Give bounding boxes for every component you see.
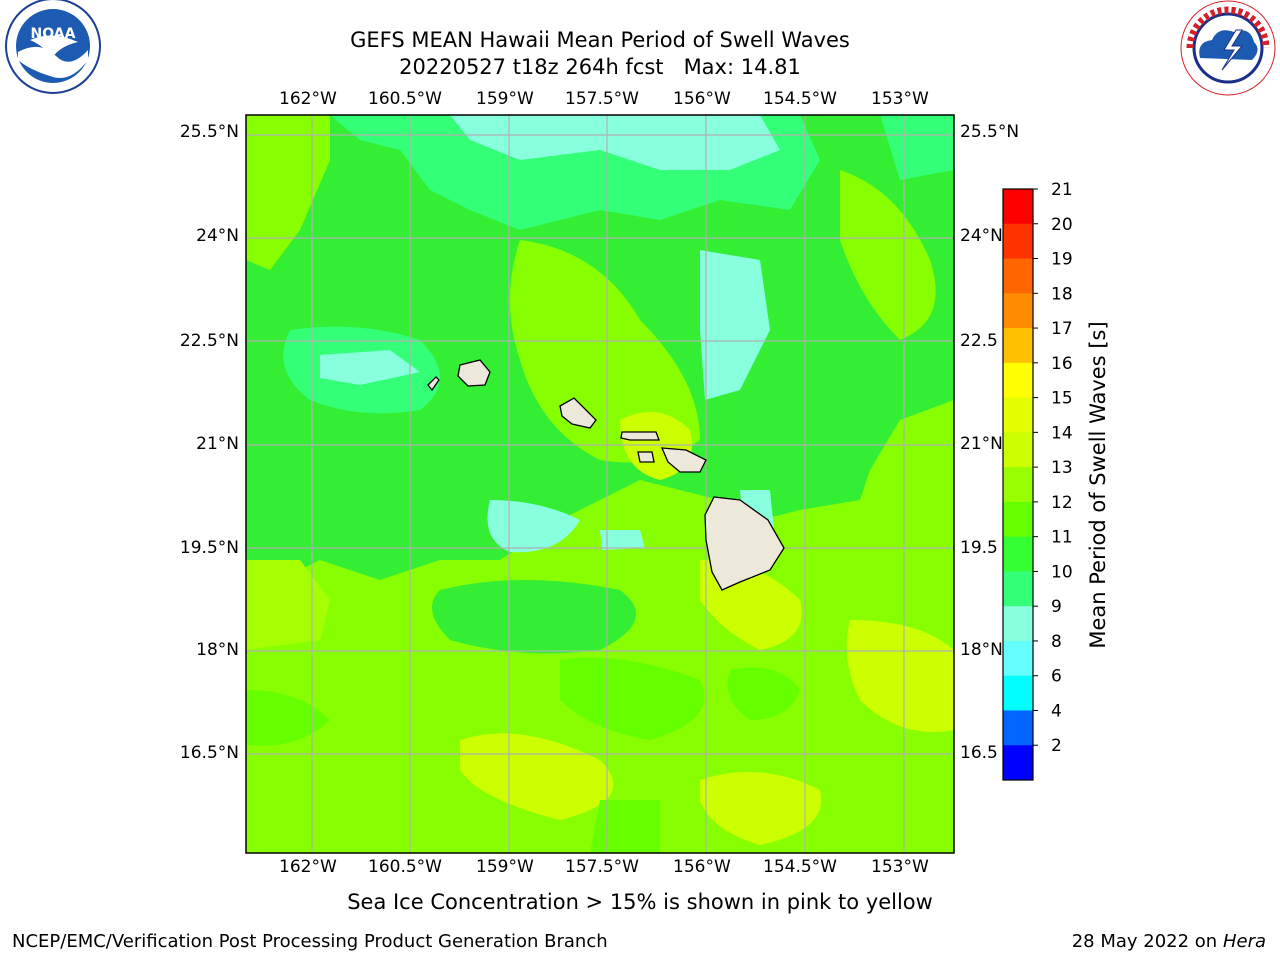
hawaii-big-island bbox=[704, 496, 785, 591]
lat-label-left-19-5n: 19.5°N bbox=[179, 538, 239, 558]
chart-title: GEFS MEAN Hawaii Mean Period of Swell Wa… bbox=[350, 28, 850, 52]
colorbar-tick-label: 17 bbox=[1051, 319, 1073, 339]
lon-label-top-160-5w: 160.5°W bbox=[368, 89, 442, 109]
colorbar-tick-label: 20 bbox=[1051, 215, 1073, 235]
colorbar-tick-label: 2 bbox=[1051, 736, 1062, 756]
colorbar: 21 20 19 18 17 16 15 14 13 12 11 10 9 8 6 4 2 bbox=[1002, 180, 1073, 781]
colorbar-tick-label: 14 bbox=[1051, 423, 1073, 443]
colorbar-swatch bbox=[1003, 606, 1033, 642]
maui-island bbox=[660, 447, 707, 473]
noaa-logo-text: NOAA bbox=[31, 26, 76, 42]
lat-label-right-16-5n: 16.5 bbox=[960, 743, 998, 763]
lat-label-left-22-5n: 22.5°N bbox=[179, 331, 239, 351]
colorbar-tick-label: 16 bbox=[1051, 354, 1073, 374]
colorbar-swatch bbox=[1003, 432, 1033, 468]
colorbar-swatch bbox=[1003, 293, 1033, 329]
colorbar-label: Mean Period of Swell Waves [s] bbox=[1086, 321, 1110, 649]
graticule bbox=[246, 115, 954, 853]
lon-label-top-156w: 156°W bbox=[673, 89, 731, 109]
lat-label-right-24n: 24°N bbox=[960, 226, 1003, 246]
lon-label-bottom-156w: 156°W bbox=[673, 857, 731, 877]
colorbar-swatch bbox=[1003, 258, 1033, 294]
colorbar-tick-label: 12 bbox=[1051, 493, 1073, 513]
footer-date: 28 May 2022 on Hera bbox=[1072, 931, 1266, 952]
colorbar-swatch bbox=[1003, 328, 1033, 364]
lat-label-right-19-5n: 19.5 bbox=[960, 538, 998, 558]
lon-label-top-153w: 153°W bbox=[871, 89, 929, 109]
nws-logo bbox=[1180, 0, 1276, 96]
lat-label-left-25-5n: 25.5°N bbox=[179, 122, 239, 142]
colorbar-tick-label: 11 bbox=[1051, 528, 1073, 548]
colorbar-swatch bbox=[1003, 397, 1033, 433]
lat-label-left-24n: 24°N bbox=[196, 226, 239, 246]
lat-label-right-25-5n: 25.5°N bbox=[960, 122, 1020, 142]
colorbar-swatch bbox=[1003, 710, 1033, 746]
swell-period-field bbox=[246, 115, 954, 853]
lon-label-bottom-160-5w: 160.5°W bbox=[368, 857, 442, 877]
molokai-island bbox=[620, 431, 660, 441]
niihau-island bbox=[427, 376, 440, 392]
footer-date-text: 28 May 2022 on bbox=[1071, 931, 1218, 952]
lanai-island bbox=[637, 451, 655, 463]
hawaiian-islands bbox=[427, 359, 785, 591]
map-frame bbox=[245, 114, 955, 854]
lat-label-left-21n: 21°N bbox=[196, 434, 239, 454]
noaa-logo: NOAA bbox=[5, 0, 101, 94]
lon-label-top-154-5w: 154.5°W bbox=[763, 89, 837, 109]
colorbar-tick-label: 13 bbox=[1051, 458, 1073, 478]
lon-label-top-159w: 159°W bbox=[476, 89, 534, 109]
colorbar-swatch bbox=[1003, 640, 1033, 677]
colorbar-swatch bbox=[1003, 223, 1033, 260]
colorbar-tick-label: 15 bbox=[1051, 389, 1073, 409]
map-caption: Sea Ice Concentration > 15% is shown in … bbox=[347, 890, 933, 914]
lon-label-bottom-157-5w: 157.5°W bbox=[565, 857, 639, 877]
colorbar-swatch bbox=[1003, 467, 1033, 503]
map-area bbox=[245, 114, 955, 854]
lon-label-top-157-5w: 157.5°W bbox=[565, 89, 639, 109]
chart-subtitle: 20220527 t18z 264h fcst Max: 14.81 bbox=[399, 55, 801, 79]
colorbar-swatch bbox=[1003, 189, 1033, 225]
colorbar-swatch bbox=[1003, 536, 1033, 572]
footer-host: Hera bbox=[1222, 931, 1266, 952]
colorbar-swatch bbox=[1003, 362, 1033, 399]
lon-label-bottom-154-5w: 154.5°W bbox=[763, 857, 837, 877]
colorbar-tick-label: 8 bbox=[1051, 632, 1062, 652]
colorbar-swatch bbox=[1003, 675, 1033, 711]
colorbar-tick-label: 21 bbox=[1051, 180, 1073, 200]
lat-label-left-18n: 18°N bbox=[196, 640, 239, 660]
colorbar-tick-label: 4 bbox=[1051, 701, 1062, 721]
lon-label-bottom-162w: 162°W bbox=[279, 857, 337, 877]
oahu-island bbox=[559, 397, 597, 429]
colorbar-tick-label: 19 bbox=[1051, 250, 1073, 270]
lat-label-left-16-5n: 16.5°N bbox=[179, 743, 239, 763]
footer-credit: NCEP/EMC/Verification Post Processing Pr… bbox=[12, 931, 608, 952]
lon-label-top-162w: 162°W bbox=[279, 89, 337, 109]
colorbar-tick-label: 18 bbox=[1051, 284, 1073, 304]
lat-label-right-18n: 18°N bbox=[960, 640, 1003, 660]
colorbar-tick-label: 10 bbox=[1051, 562, 1073, 582]
lat-label-right-21n: 21°N bbox=[960, 434, 1003, 454]
colorbar-swatch bbox=[1003, 501, 1033, 538]
colorbar-tick-label: 9 bbox=[1051, 597, 1062, 617]
lon-label-bottom-153w: 153°W bbox=[871, 857, 929, 877]
kauai-island bbox=[457, 359, 491, 387]
colorbar-swatch bbox=[1003, 745, 1033, 781]
colorbar-swatch bbox=[1003, 571, 1033, 607]
lon-label-bottom-159w: 159°W bbox=[476, 857, 534, 877]
colorbar-tick-label: 6 bbox=[1051, 667, 1062, 687]
colorbar-frame bbox=[1002, 188, 1034, 781]
lat-label-right-22-5n: 22.5 bbox=[960, 331, 998, 351]
